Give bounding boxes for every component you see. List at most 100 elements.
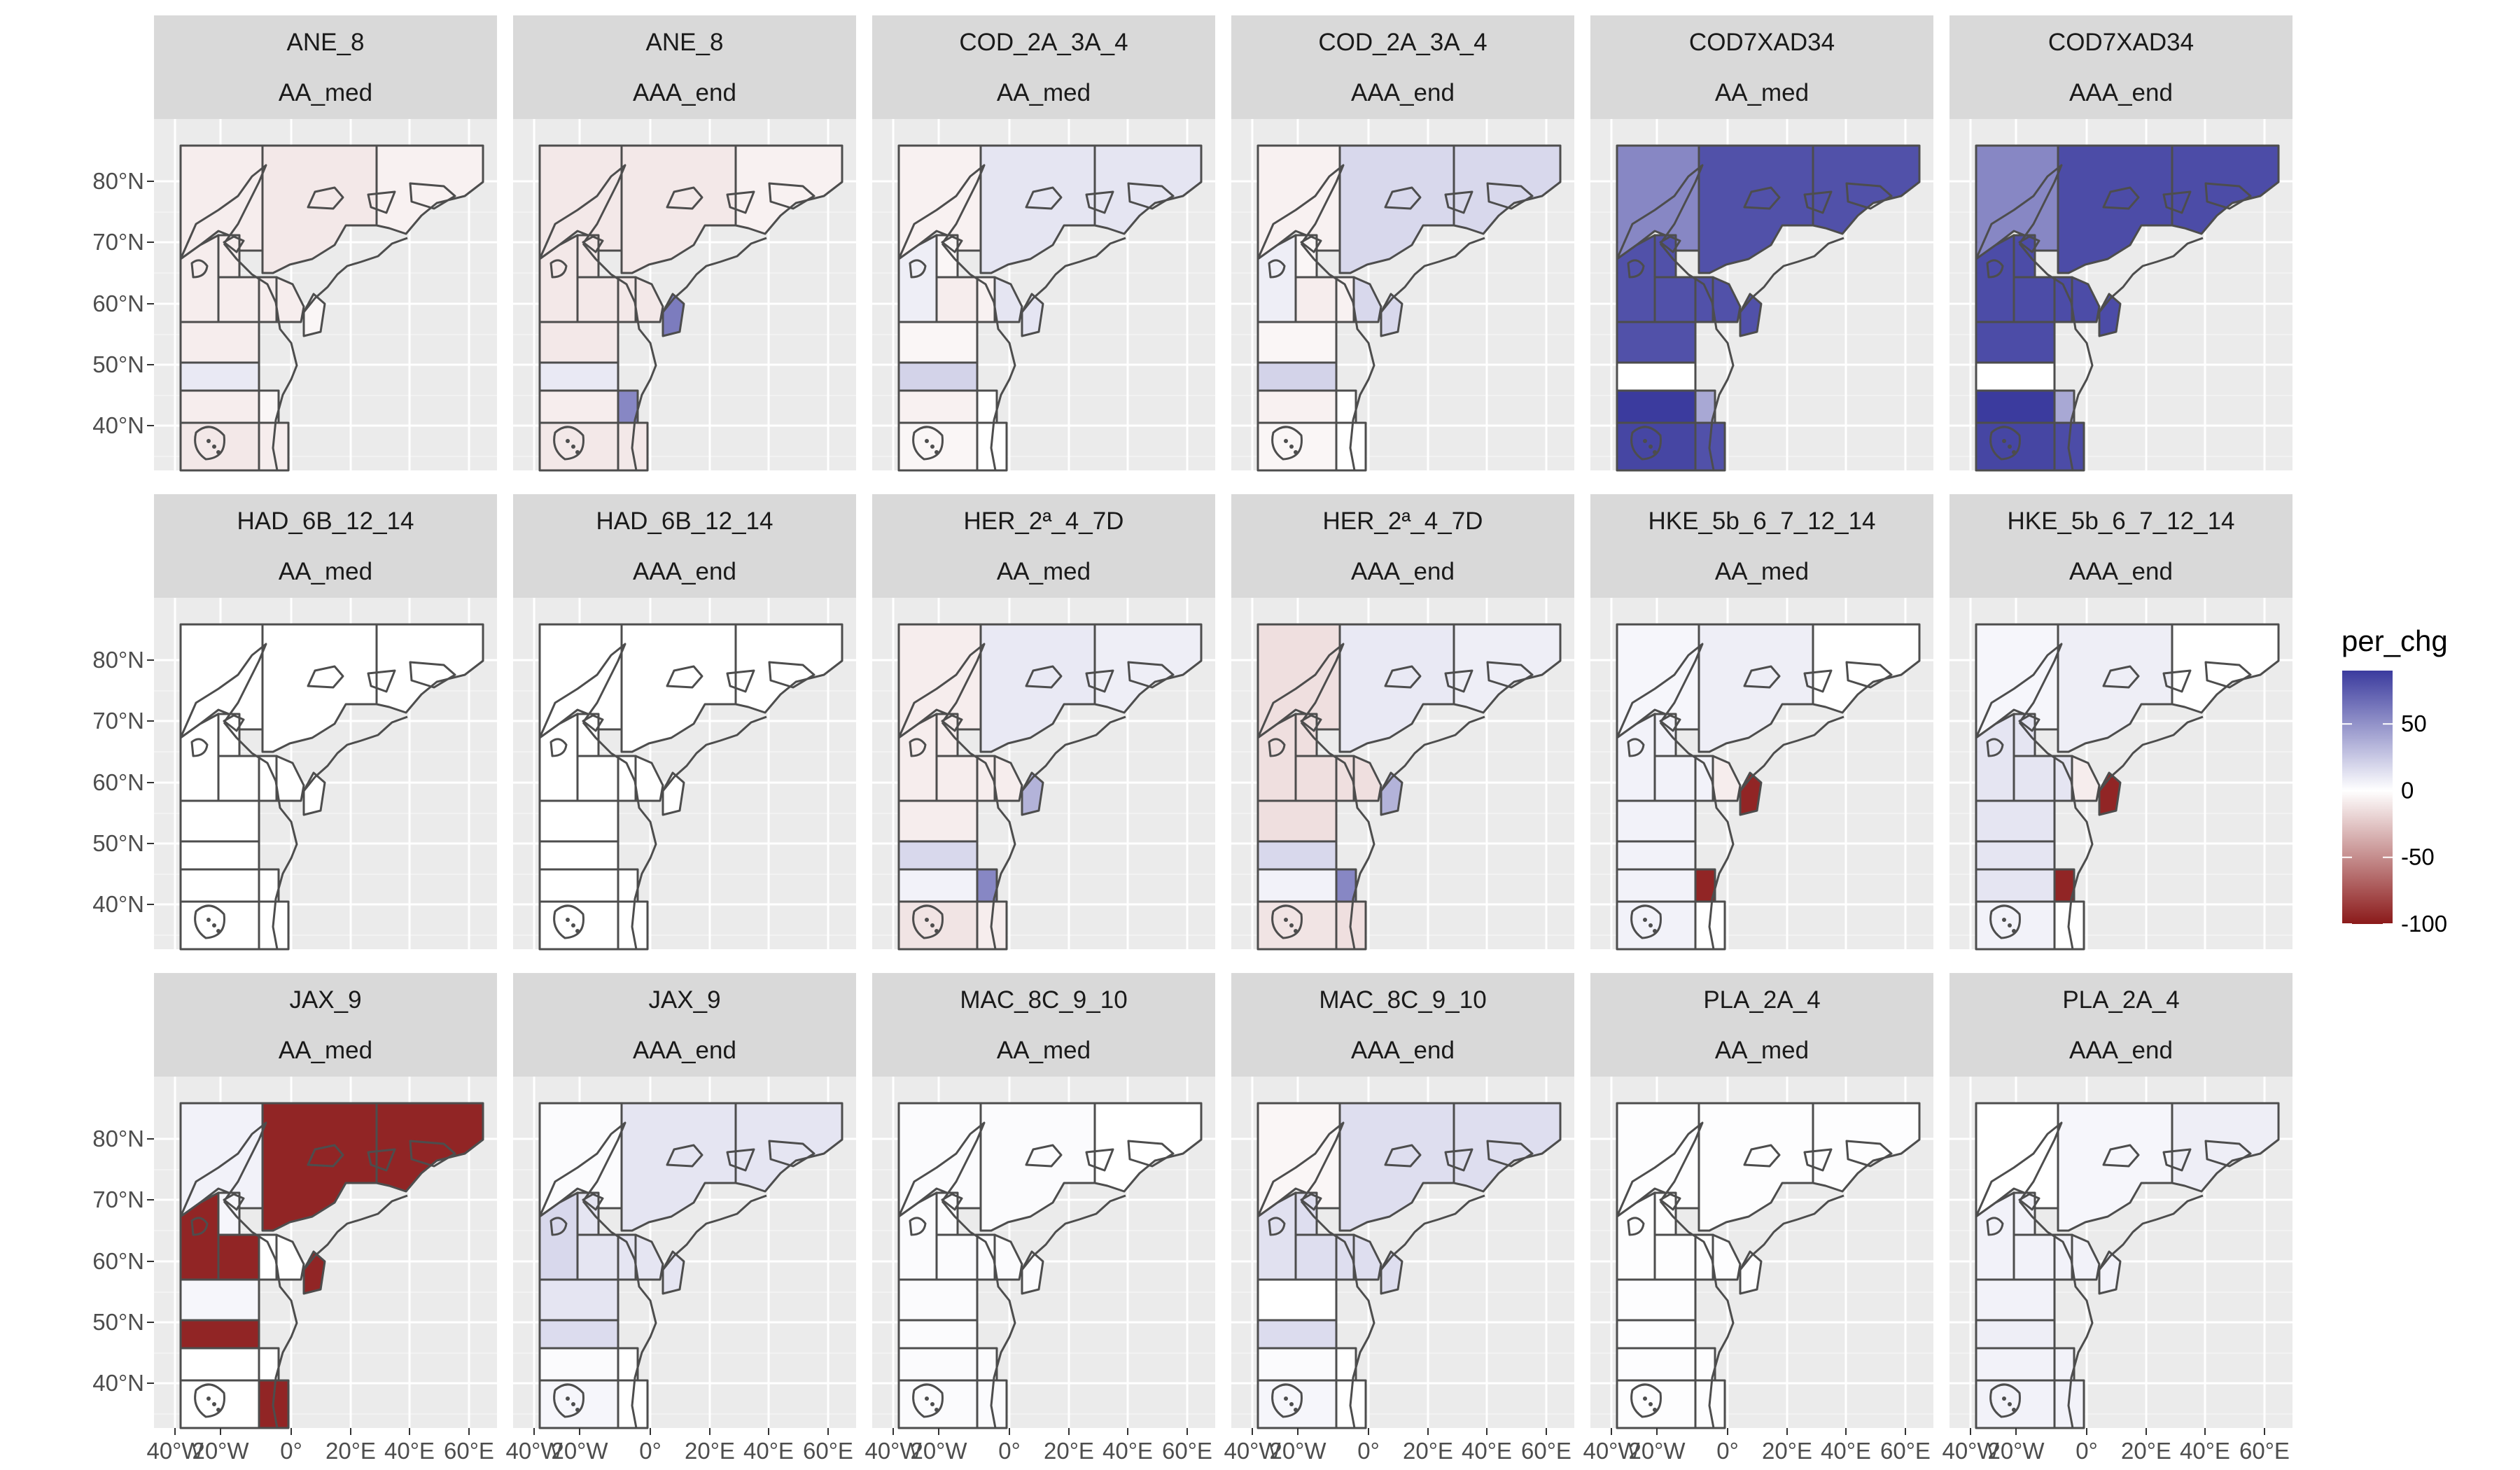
x-tick-label: 20°E	[2121, 1438, 2171, 1464]
facet-map	[1949, 119, 2292, 472]
coastline	[1845, 182, 1893, 210]
coastline	[1627, 259, 1645, 279]
coastline	[223, 722, 298, 950]
management-area	[179, 1379, 260, 1429]
coastline	[1659, 1200, 1735, 1429]
facet-scenario-label: AAA_end	[1351, 79, 1455, 106]
coastline	[2204, 661, 2252, 689]
coastline	[2162, 669, 2192, 693]
island-dot	[1643, 439, 1647, 443]
island-dot	[575, 929, 580, 933]
management-area	[1616, 1347, 1697, 1382]
coastline	[1256, 1121, 1345, 1217]
coastline	[190, 738, 209, 757]
facet-strip-bg	[1231, 973, 1574, 1077]
management-area	[897, 1379, 979, 1429]
coastline	[1743, 186, 1781, 210]
coastline	[912, 426, 944, 461]
y-tick-label: 40°N	[92, 1370, 144, 1396]
coastline	[367, 669, 396, 693]
island-dot	[1653, 450, 1657, 454]
x-tick-label: 60°E	[1521, 1438, 1572, 1464]
management-area	[1256, 421, 1338, 472]
management-area	[634, 1233, 664, 1281]
facet-scenario-label: AAA_end	[2069, 79, 2173, 106]
facet-strip-bg	[154, 15, 497, 119]
y-tick-label: 80°N	[92, 647, 144, 673]
management-area	[576, 713, 600, 757]
coastline	[1384, 186, 1422, 210]
island-dot	[216, 450, 220, 454]
coastline	[666, 1144, 704, 1168]
x-tick-label: 20°E	[1403, 1438, 1453, 1464]
coastline	[1444, 669, 1474, 693]
coastline	[909, 738, 927, 757]
coastline	[223, 243, 298, 471]
coastline	[2018, 235, 2040, 253]
coastline	[307, 665, 344, 689]
management-area	[1616, 1319, 1697, 1350]
management-area	[1812, 623, 1921, 714]
management-area	[1616, 799, 1697, 843]
x-tick-label: 20°W	[910, 1438, 967, 1464]
island-dot	[1653, 1408, 1657, 1412]
x-tick-label: 0°	[1716, 1438, 1739, 1464]
management-area	[1975, 321, 2056, 364]
island-dot	[2012, 929, 2016, 933]
island-dot	[925, 1396, 929, 1401]
x-tick-label: 40°W	[505, 1438, 563, 1464]
island-dot	[930, 1402, 934, 1406]
island-dot	[566, 918, 570, 922]
coastline	[1630, 1383, 1662, 1418]
facet-map	[513, 598, 856, 951]
management-area	[275, 1233, 305, 1281]
facet-panel: HKE_5b_6_7_12_14 AAA_end	[1949, 494, 2292, 951]
management-area	[993, 276, 1023, 323]
facet-stock-label: PLA_2A_4	[1703, 986, 1820, 1014]
management-area	[179, 361, 260, 392]
coastline	[1021, 237, 1126, 313]
coastline	[1803, 669, 1833, 693]
management-area	[179, 868, 260, 903]
facet-scenario-label: AA_med	[279, 558, 372, 585]
facet-stock-label: HER_2ª_4_7D	[964, 507, 1124, 535]
coastline	[2018, 714, 2040, 732]
management-area	[538, 361, 620, 392]
management-area	[1975, 900, 2056, 951]
x-tick-label: 0°	[2076, 1438, 2098, 1464]
island-dot	[925, 439, 929, 443]
island-dot	[925, 918, 929, 922]
x-tick-label: 40°E	[384, 1438, 435, 1464]
x-tick-label: 60°E	[1880, 1438, 1931, 1464]
island-dot	[212, 923, 216, 927]
coastline	[1616, 643, 1704, 738]
management-area	[217, 713, 241, 757]
management-area	[538, 799, 620, 843]
facet-stock-label: ANE_8	[646, 29, 724, 56]
island-dot	[1643, 918, 1647, 922]
management-area	[1653, 1233, 1697, 1281]
facet-strip-bg	[872, 973, 1215, 1077]
management-area	[217, 276, 260, 323]
coastline	[1486, 1140, 1534, 1168]
coastline	[223, 1200, 298, 1429]
coastline	[726, 669, 755, 693]
management-area	[897, 321, 979, 364]
island-dot	[566, 439, 570, 443]
facet-panel: PLA_2A_4 AA_med 40°W20°W 0° 20°E 40°E 60°E	[1583, 973, 1933, 1464]
island-dot	[1289, 444, 1294, 449]
management-area	[1975, 799, 2056, 843]
coastline	[941, 714, 963, 732]
management-area	[538, 421, 620, 472]
y-tick-label: 70°N	[92, 229, 144, 255]
coastline	[1975, 1121, 2063, 1217]
coastline	[190, 259, 209, 279]
coastline	[662, 1194, 767, 1270]
management-area	[1616, 361, 1697, 392]
island-dot	[1653, 929, 1657, 933]
coastline	[909, 259, 927, 279]
island-dot	[575, 1408, 580, 1412]
facet-map	[1231, 1077, 1574, 1429]
management-area	[1256, 389, 1338, 424]
legend-tick-label: -100	[2401, 911, 2447, 937]
